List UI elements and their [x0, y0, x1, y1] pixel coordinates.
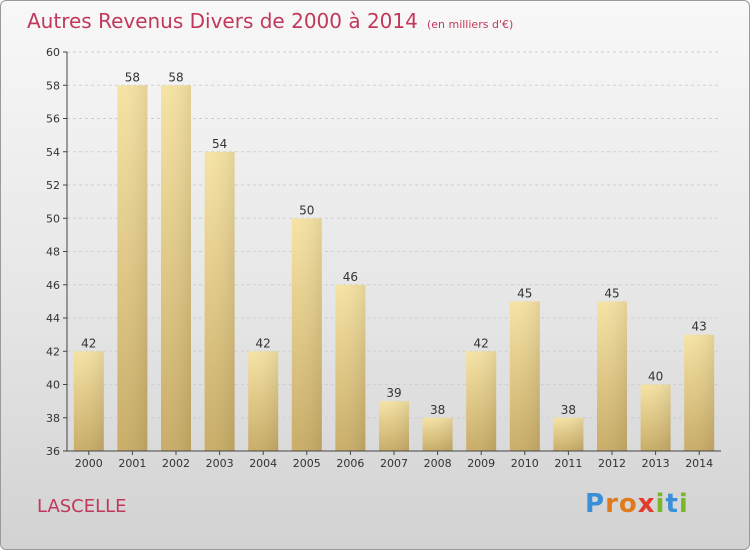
data-label: 46: [343, 270, 358, 284]
bar-shade: [335, 284, 366, 451]
data-label: 58: [168, 70, 183, 84]
axes: 36 38 40 42 44 46 48 50 52 54 56 58 60 2000 2001 2002 20…: [46, 46, 721, 470]
place-name: LASCELLE: [37, 496, 127, 517]
data-label: 43: [692, 320, 707, 334]
data-label: 45: [517, 286, 532, 300]
y-tick-label: 60: [46, 46, 60, 59]
bar-shade: [553, 417, 584, 451]
data-label: 42: [474, 336, 489, 350]
data-label: 38: [430, 403, 445, 417]
y-tick-label: 52: [46, 179, 60, 192]
data-label: 40: [648, 370, 663, 384]
data-label: 58: [125, 70, 140, 84]
x-tick-label: 2002: [162, 457, 190, 470]
title-text: Autres Revenus Divers de 2000 à 2014: [27, 9, 418, 33]
bar-shade: [204, 151, 235, 451]
data-label: 38: [561, 403, 576, 417]
x-tick-label: 2014: [685, 457, 713, 470]
bar-shade: [248, 351, 279, 451]
bar-shade: [597, 301, 627, 451]
bar-shade: [422, 417, 453, 451]
bar-shade: [684, 334, 715, 451]
y-tick-label: 44: [46, 312, 60, 325]
logo-letter: i: [678, 489, 689, 519]
y-tick-label: 56: [46, 113, 60, 126]
bar-shade: [466, 351, 497, 451]
logo-letter: x: [637, 489, 656, 519]
logo-letter: i: [655, 489, 666, 519]
logo-letter: r: [605, 489, 619, 519]
proxiti-logo: Proxiti: [585, 489, 689, 519]
data-label: 42: [81, 336, 96, 350]
x-tick-label: 2005: [293, 457, 321, 470]
y-tick-label: 42: [46, 345, 60, 358]
bar-shade: [73, 351, 104, 451]
bars: [73, 85, 715, 451]
bar-shade: [117, 85, 148, 451]
x-tick-label: 2007: [380, 457, 408, 470]
y-tick-label: 36: [46, 445, 60, 458]
x-tick-label: 2004: [249, 457, 277, 470]
y-tick-label: 38: [46, 412, 60, 425]
y-tick-label: 54: [46, 146, 60, 159]
data-label: 39: [386, 386, 401, 400]
logo-letter: t: [665, 489, 679, 519]
x-tick-label: 2000: [75, 457, 103, 470]
x-tick-label: 2008: [424, 457, 452, 470]
data-labels: 42 58 58 54 42 50 46 39 38 42 45 38 45 40 43: [81, 70, 707, 417]
bar-shade: [509, 301, 540, 451]
data-label: 45: [604, 286, 619, 300]
y-tick-label: 40: [46, 379, 60, 392]
bar-shade: [161, 85, 191, 451]
x-tick-label: 2012: [598, 457, 626, 470]
x-tick-label: 2001: [118, 457, 146, 470]
x-tick-label: 2006: [336, 457, 364, 470]
x-tick-label: 2011: [554, 457, 582, 470]
data-label: 50: [299, 203, 314, 217]
y-tick-label: 48: [46, 246, 60, 259]
bar-shade: [291, 218, 322, 451]
logo-letter: o: [618, 489, 638, 519]
y-tick-label: 46: [46, 279, 60, 292]
bar-shade: [379, 401, 409, 451]
x-tick-label: 2013: [642, 457, 670, 470]
unit-text: (en milliers d'€): [426, 18, 514, 31]
x-tick-label: 2010: [511, 457, 539, 470]
y-tick-label: 50: [46, 212, 60, 225]
chart-title: Autres Revenus Divers de 2000 à 2014 (en…: [27, 9, 513, 33]
logo-letter: P: [585, 489, 606, 519]
x-tick-label: 2009: [467, 457, 495, 470]
y-tick-label: 58: [46, 79, 60, 92]
data-label: 54: [212, 137, 227, 151]
data-label: 42: [256, 336, 271, 350]
x-tick-label: 2003: [206, 457, 234, 470]
bar-shade: [640, 384, 671, 451]
